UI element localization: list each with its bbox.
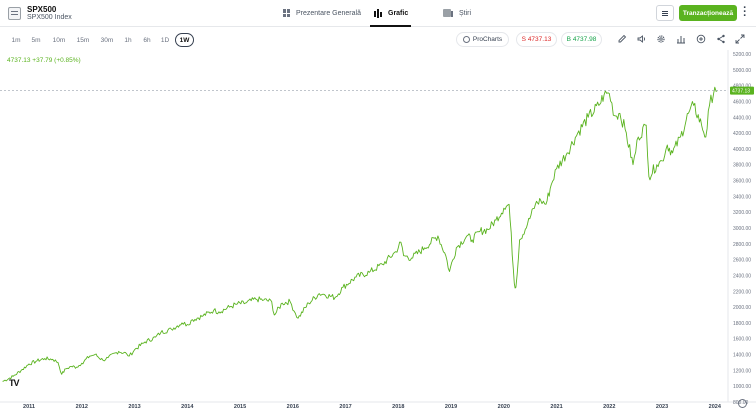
sound-icon[interactable] (636, 33, 648, 45)
expand-icon[interactable] (734, 33, 746, 45)
x-tick-label: 2011 (23, 404, 35, 410)
y-tick-label: 4600.00 (733, 99, 751, 105)
timeframe-1d[interactable]: 1D (160, 36, 170, 44)
y-tick-label: 1600.00 (733, 337, 751, 343)
x-tick-label: 2016 (287, 404, 299, 410)
timeframe-5m[interactable]: 5m (31, 36, 41, 44)
gear-icon[interactable] (655, 33, 667, 45)
x-tick-label: 2021 (550, 404, 562, 410)
timeframe-1m[interactable]: 1m (11, 36, 21, 44)
y-tick-label: 2200.00 (733, 289, 751, 295)
bars-icon[interactable] (675, 33, 687, 45)
y-tick-label: 2600.00 (733, 258, 751, 264)
tab-overview-label: Prezentare Generală (296, 9, 361, 17)
candlestick-icon (373, 8, 383, 18)
x-tick-label: 2014 (181, 404, 194, 410)
x-tick-label: 2019 (445, 404, 457, 410)
timeframe-6h[interactable]: 6h (143, 36, 151, 44)
y-tick-label: 3400.00 (733, 194, 751, 200)
x-tick-label: 2017 (339, 404, 351, 410)
y-tick-label: 1200.00 (733, 368, 751, 374)
list-icon (662, 10, 668, 12)
procharts-button[interactable]: ProCharts (456, 32, 509, 47)
y-tick-label: 1000.00 (733, 384, 751, 390)
watchlist-button[interactable] (656, 5, 674, 21)
price-chart-svg: 5200.005000.004800.004600.004400.004200.… (0, 50, 756, 410)
price-chart[interactable]: 5200.005000.004800.004600.004400.004200.… (0, 50, 756, 412)
procharts-label: ProCharts (472, 36, 503, 43)
x-tick-label: 2012 (76, 404, 88, 410)
procharts-icon (462, 36, 470, 43)
trade-button[interactable]: Tranzacționează (679, 5, 737, 21)
plus-circle-icon[interactable] (695, 33, 707, 45)
buy-button[interactable]: B 4737.98 (561, 32, 602, 47)
y-tick-label: 5200.00 (733, 52, 751, 58)
x-tick-label: 2015 (234, 404, 246, 410)
y-tick-label: 2800.00 (733, 242, 751, 248)
timeframe-10m[interactable]: 10m (52, 36, 66, 44)
last-price-label: 4737.13 (732, 89, 750, 95)
grid-icon (283, 9, 291, 17)
x-tick-label: 2013 (128, 404, 140, 410)
instrument-symbol: SPX500 (27, 5, 57, 14)
pencil-icon[interactable] (616, 33, 628, 45)
y-tick-label: 4000.00 (733, 147, 751, 153)
y-tick-label: 2000.00 (733, 305, 751, 311)
price-line (2, 86, 718, 382)
tab-news[interactable]: Știri (443, 0, 471, 26)
x-tick-label: 2018 (392, 404, 404, 410)
price-readout: 4737.13 +37.79 (+0.85%) (7, 57, 81, 64)
tab-overview[interactable]: Prezentare Generală (283, 0, 361, 26)
share-icon[interactable] (715, 33, 727, 45)
x-tick-label: 2020 (498, 404, 510, 410)
y-tick-label: 4400.00 (733, 115, 751, 121)
timeframe-1h[interactable]: 1h (124, 36, 132, 44)
y-tick-label: 3600.00 (733, 179, 751, 185)
timeframe-1w[interactable]: 1W (175, 33, 194, 47)
top-header: SPX500 SPX500 Index Prezentare Generală … (0, 0, 756, 27)
y-tick-label: 3200.00 (733, 210, 751, 216)
y-tick-label: 2400.00 (733, 273, 751, 279)
y-tick-label: 1800.00 (733, 321, 751, 327)
instrument-name: SPX500 Index (27, 14, 72, 21)
tab-chart[interactable]: Grafic (370, 0, 412, 27)
y-tick-label: 3800.00 (733, 163, 751, 169)
sell-button[interactable]: S 4737.13 (516, 32, 557, 47)
news-icon (443, 9, 453, 17)
more-options-icon[interactable]: · · · (743, 2, 747, 22)
y-tick-label: 4200.00 (733, 131, 751, 137)
x-tick-label: 2022 (603, 404, 615, 410)
tradingview-logo: TV (9, 378, 19, 388)
y-tick-label: 1400.00 (733, 353, 751, 359)
x-tick-label: 2023 (656, 404, 668, 410)
y-tick-label: 5000.00 (733, 68, 751, 74)
last-price-badge (730, 86, 754, 95)
chart-settings-icon[interactable] (738, 399, 747, 408)
timeframe-30m[interactable]: 30m (100, 36, 114, 44)
x-tick-label: 2024 (709, 404, 722, 410)
instrument-logo-icon (8, 7, 21, 20)
tab-news-label: Știri (459, 9, 472, 17)
y-tick-label: 3000.00 (733, 226, 751, 232)
tab-chart-label: Grafic (388, 9, 409, 17)
timeframe-15m[interactable]: 15m (76, 36, 90, 44)
